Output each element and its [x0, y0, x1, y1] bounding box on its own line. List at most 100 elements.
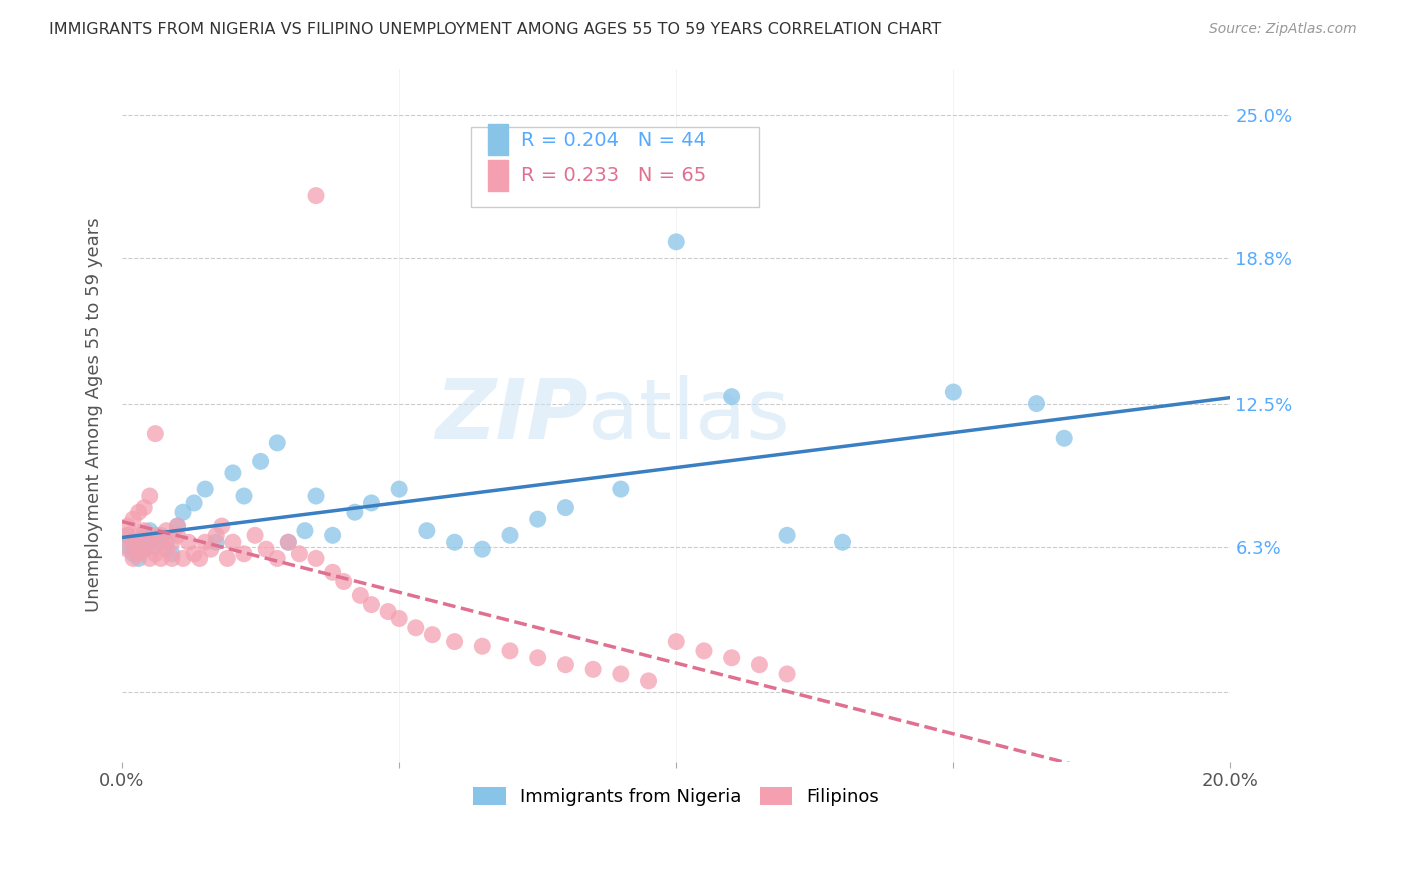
- Point: [554, 657, 576, 672]
- Point: [143, 547, 166, 561]
- Point: [277, 535, 299, 549]
- Point: [143, 540, 166, 554]
- Point: [143, 528, 166, 542]
- Point: [388, 482, 411, 496]
- Point: [526, 650, 548, 665]
- Point: [416, 524, 439, 538]
- Point: [122, 535, 145, 549]
- Point: [222, 535, 245, 549]
- Point: [243, 528, 266, 542]
- Point: [305, 551, 328, 566]
- Point: [377, 605, 399, 619]
- Point: [471, 542, 494, 557]
- Point: [349, 588, 371, 602]
- Point: [582, 662, 605, 676]
- Point: [166, 528, 188, 542]
- Text: atlas: atlas: [588, 375, 789, 456]
- Point: [143, 426, 166, 441]
- Y-axis label: Unemployment Among Ages 55 to 59 years: Unemployment Among Ages 55 to 59 years: [86, 218, 103, 613]
- Point: [139, 535, 162, 549]
- Point: [194, 535, 217, 549]
- Point: [665, 235, 688, 249]
- Point: [183, 547, 205, 561]
- Point: [217, 551, 239, 566]
- Point: [233, 547, 256, 561]
- Point: [122, 547, 145, 561]
- Point: [665, 634, 688, 648]
- Point: [128, 551, 150, 566]
- Point: [720, 390, 742, 404]
- Point: [177, 535, 200, 549]
- Point: [134, 542, 156, 557]
- Text: R = 0.233   N = 65: R = 0.233 N = 65: [522, 167, 706, 186]
- Point: [499, 644, 522, 658]
- Bar: [488, 124, 508, 155]
- Point: [134, 542, 156, 557]
- Point: [117, 528, 139, 542]
- Point: [205, 535, 228, 549]
- Bar: [488, 160, 508, 191]
- Point: [388, 611, 411, 625]
- Point: [360, 598, 382, 612]
- Point: [183, 496, 205, 510]
- Point: [149, 528, 172, 542]
- Point: [249, 454, 271, 468]
- Point: [499, 528, 522, 542]
- Point: [134, 524, 156, 538]
- Point: [194, 482, 217, 496]
- Point: [554, 500, 576, 515]
- Point: [1025, 396, 1047, 410]
- Point: [422, 628, 444, 642]
- Point: [305, 188, 328, 202]
- Point: [149, 535, 172, 549]
- Point: [526, 512, 548, 526]
- Point: [277, 535, 299, 549]
- Point: [776, 528, 799, 542]
- Point: [322, 528, 344, 542]
- Point: [266, 551, 288, 566]
- Point: [343, 505, 366, 519]
- Point: [172, 551, 194, 566]
- Point: [1053, 431, 1076, 445]
- Point: [128, 505, 150, 519]
- Point: [117, 528, 139, 542]
- Point: [134, 528, 156, 542]
- Point: [122, 535, 145, 549]
- Point: [128, 547, 150, 561]
- Text: R = 0.204   N = 44: R = 0.204 N = 44: [522, 130, 706, 150]
- Text: Source: ZipAtlas.com: Source: ZipAtlas.com: [1209, 22, 1357, 37]
- Point: [305, 489, 328, 503]
- Text: ZIP: ZIP: [434, 375, 588, 456]
- Point: [149, 551, 172, 566]
- Point: [405, 621, 427, 635]
- Point: [139, 489, 162, 503]
- Point: [166, 519, 188, 533]
- Point: [128, 528, 150, 542]
- Point: [443, 634, 465, 648]
- Point: [160, 535, 183, 549]
- Point: [188, 551, 211, 566]
- FancyBboxPatch shape: [471, 128, 759, 207]
- Point: [139, 535, 162, 549]
- Point: [266, 435, 288, 450]
- Point: [117, 542, 139, 557]
- Point: [155, 542, 177, 557]
- Point: [322, 566, 344, 580]
- Point: [139, 524, 162, 538]
- Point: [294, 524, 316, 538]
- Point: [942, 385, 965, 400]
- Point: [211, 519, 233, 533]
- Point: [160, 547, 183, 561]
- Point: [160, 551, 183, 566]
- Point: [233, 489, 256, 503]
- Point: [222, 466, 245, 480]
- Point: [128, 540, 150, 554]
- Point: [288, 547, 311, 561]
- Point: [471, 639, 494, 653]
- Point: [748, 657, 770, 672]
- Legend: Immigrants from Nigeria, Filipinos: Immigrants from Nigeria, Filipinos: [464, 778, 889, 815]
- Point: [776, 667, 799, 681]
- Point: [443, 535, 465, 549]
- Text: IMMIGRANTS FROM NIGERIA VS FILIPINO UNEMPLOYMENT AMONG AGES 55 TO 59 YEARS CORRE: IMMIGRANTS FROM NIGERIA VS FILIPINO UNEM…: [49, 22, 942, 37]
- Point: [117, 540, 139, 554]
